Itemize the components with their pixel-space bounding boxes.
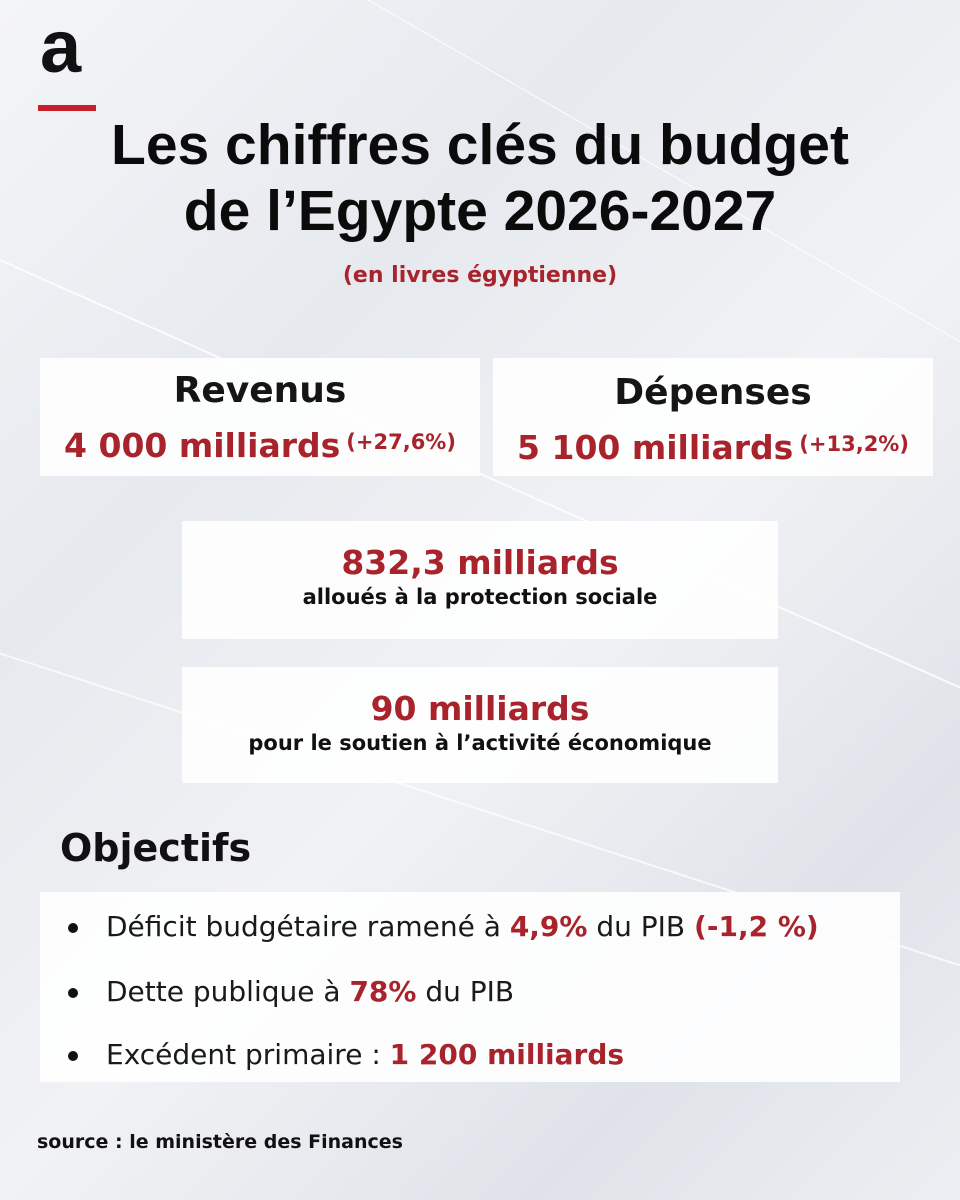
bullet-icon [68, 923, 78, 933]
depenses-card: Dépenses 5 100 milliards (+13,2%) [493, 358, 933, 476]
currency-subtitle: (en livres égyptienne) [342, 263, 618, 288]
depenses-value: 5 100 milliards [517, 428, 794, 467]
source-note: source : le ministère des Finances [37, 1131, 403, 1153]
objectifs-list: Déficit budgétaire ramené à 4,9% du PIB … [40, 892, 900, 1082]
economic-support-card: 90 milliards pour le soutien à l’activit… [182, 667, 778, 783]
revenus-value-row: 4 000 milliards (+27,6%) [40, 426, 480, 465]
list-item: Excédent primaire : 1 200 milliards [68, 1038, 625, 1071]
social-protection-card: 832,3 milliards alloués à la protection … [182, 521, 778, 639]
economie-value: 90 milliards [370, 689, 590, 728]
revenus-change: (+27,6%) [346, 430, 456, 454]
item-text: du PIB [416, 975, 515, 1008]
title-line-2: de l’Egypte 2026-2027 [183, 179, 777, 243]
title-line-1: Les chiffres clés du budget [111, 113, 849, 177]
bullet-icon [68, 1051, 78, 1061]
item-highlight: 1 200 milliards [389, 1038, 625, 1071]
logo-underline [38, 105, 96, 111]
revenus-value: 4 000 milliards [64, 426, 341, 465]
logo-letter: a [40, 5, 82, 88]
depenses-change: (+13,2%) [799, 432, 909, 456]
page-title: Les chiffres clés du budget de l’Egypte … [0, 112, 960, 244]
brand-logo: a [38, 10, 98, 111]
list-item: Dette publique à 78% du PIB [68, 975, 515, 1008]
item-text: Déficit budgétaire ramené à [106, 910, 510, 943]
bullet-icon [68, 988, 78, 998]
social-value: 832,3 milliards [341, 543, 619, 582]
item-highlight: 78% [349, 975, 417, 1008]
item-highlight: 4,9% [509, 910, 588, 943]
item-text: Excédent primaire : [106, 1038, 390, 1071]
economie-description: pour le soutien à l’activité économique [248, 731, 712, 755]
item-text: Dette publique à [106, 975, 350, 1008]
depenses-value-row: 5 100 milliards (+13,2%) [493, 428, 933, 467]
depenses-label: Dépenses [614, 372, 812, 413]
revenus-card: Revenus 4 000 milliards (+27,6%) [40, 358, 480, 476]
list-item: Déficit budgétaire ramené à 4,9% du PIB … [68, 910, 819, 943]
social-description: alloués à la protection sociale [302, 585, 658, 609]
item-highlight: (-1,2 %) [694, 910, 819, 943]
item-text: du PIB [587, 910, 695, 943]
revenus-label: Revenus [173, 370, 347, 411]
objectifs-heading: Objectifs [60, 826, 252, 870]
